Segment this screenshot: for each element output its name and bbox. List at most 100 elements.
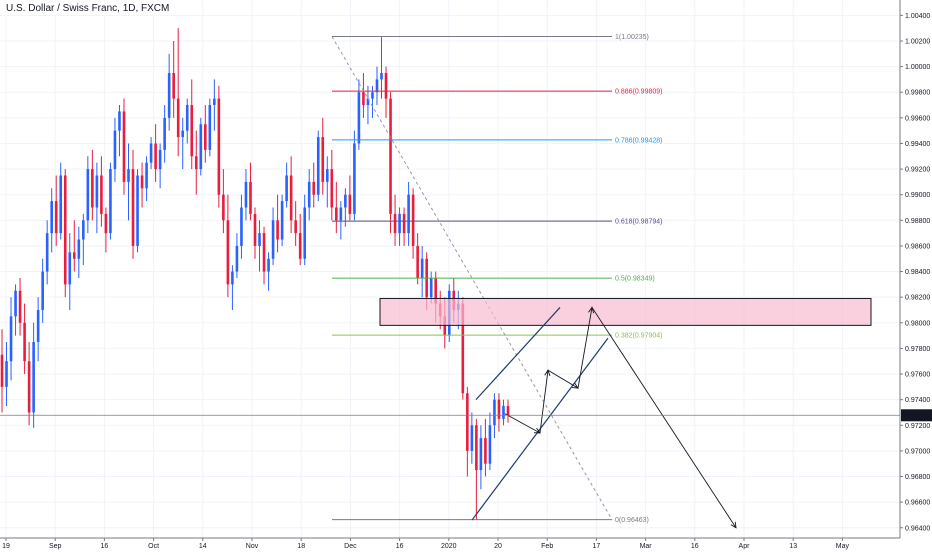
candle-body xyxy=(402,213,406,234)
candle-body xyxy=(149,143,153,163)
candle xyxy=(27,342,31,426)
x-tick-label: 16 xyxy=(691,543,699,550)
candle xyxy=(18,277,22,336)
fib-level-label: 0.886(0.99809) xyxy=(615,89,662,96)
candle-body xyxy=(68,252,72,285)
candle xyxy=(289,156,293,234)
candle-body xyxy=(204,124,207,150)
candle-body xyxy=(294,220,297,234)
candle-body xyxy=(466,393,469,451)
candle-body xyxy=(362,92,365,106)
candle xyxy=(339,201,343,240)
candle-body xyxy=(14,290,17,317)
candle xyxy=(312,162,316,208)
arrow-head xyxy=(533,427,541,434)
candle xyxy=(475,418,478,521)
x-tick-label: 14 xyxy=(199,543,207,550)
candle-body xyxy=(95,175,99,208)
candle-body xyxy=(36,309,40,343)
last-price-label: 0.97278 xyxy=(904,413,929,420)
candle xyxy=(77,226,81,278)
candle xyxy=(213,79,216,131)
y-tick-label: 1.00000 xyxy=(905,64,930,71)
candle xyxy=(253,207,257,259)
x-tick-label: 17 xyxy=(593,543,601,550)
candle-body xyxy=(475,425,478,471)
candle-body xyxy=(32,342,35,413)
candle-body xyxy=(140,175,144,189)
candle-body xyxy=(118,111,121,131)
candle xyxy=(285,162,288,208)
candle-body xyxy=(443,316,447,336)
candle-body xyxy=(9,316,13,362)
fib-retracement: 1(1.00235) 0.886(0.99809) 0.786(0.99428) 0.… xyxy=(331,34,662,524)
candle xyxy=(163,105,166,163)
candle xyxy=(420,245,424,298)
candle xyxy=(235,233,239,278)
y-tick-label: 0.97200 xyxy=(905,423,930,430)
candle-body xyxy=(59,175,63,234)
candle xyxy=(0,329,4,413)
candle xyxy=(407,181,410,246)
candle xyxy=(118,105,121,157)
candle xyxy=(122,98,126,195)
candle-body xyxy=(240,207,243,246)
x-tick-label: Feb xyxy=(541,543,553,550)
candle-body xyxy=(434,277,438,304)
candle xyxy=(82,213,85,266)
candle-body xyxy=(280,201,284,240)
candle xyxy=(204,105,207,163)
candle xyxy=(267,252,270,291)
candle xyxy=(149,137,153,170)
ascending-channel xyxy=(471,307,609,521)
candle xyxy=(484,418,487,477)
candle xyxy=(375,66,379,106)
candle xyxy=(344,188,347,227)
candle-body xyxy=(194,156,198,170)
candle-body xyxy=(113,130,117,170)
candle-body xyxy=(267,258,270,272)
candle xyxy=(307,169,311,221)
channel-lower-line xyxy=(471,337,609,521)
y-tick-label: 0.97800 xyxy=(905,346,930,353)
x-tick-label: Apr xyxy=(739,543,751,550)
candle-body xyxy=(244,181,248,208)
candle-body xyxy=(276,220,279,240)
candle xyxy=(316,130,320,202)
candle-body xyxy=(145,162,148,189)
channel-upper-line xyxy=(475,307,561,401)
x-tick-label: Dec xyxy=(344,543,357,550)
candle-body xyxy=(50,201,53,234)
x-tick-label: Mar xyxy=(640,543,653,550)
candle xyxy=(298,213,302,266)
candle xyxy=(411,188,415,259)
candle-body xyxy=(321,137,325,182)
candle-body xyxy=(258,233,261,246)
candle xyxy=(140,162,144,208)
candle xyxy=(276,194,279,253)
candle-body xyxy=(411,194,415,246)
candle xyxy=(41,258,44,323)
candle-body xyxy=(335,207,338,221)
fib-level-label: 0.786(0.99428) xyxy=(615,137,662,144)
candle xyxy=(109,162,112,240)
candle-body xyxy=(45,233,49,272)
candle-body xyxy=(231,271,234,285)
candle-body xyxy=(289,175,293,221)
candle xyxy=(145,156,148,202)
candle-body xyxy=(253,213,257,246)
candle xyxy=(190,79,194,170)
candle xyxy=(330,149,334,221)
candle xyxy=(416,233,419,285)
candle xyxy=(181,117,185,170)
candle-body xyxy=(488,425,492,464)
candle xyxy=(136,169,139,253)
candle-body xyxy=(190,105,194,157)
candle-body xyxy=(461,303,465,394)
candle-body xyxy=(325,169,329,182)
candle xyxy=(280,194,284,246)
candle xyxy=(32,322,35,428)
candle-body xyxy=(389,98,392,214)
